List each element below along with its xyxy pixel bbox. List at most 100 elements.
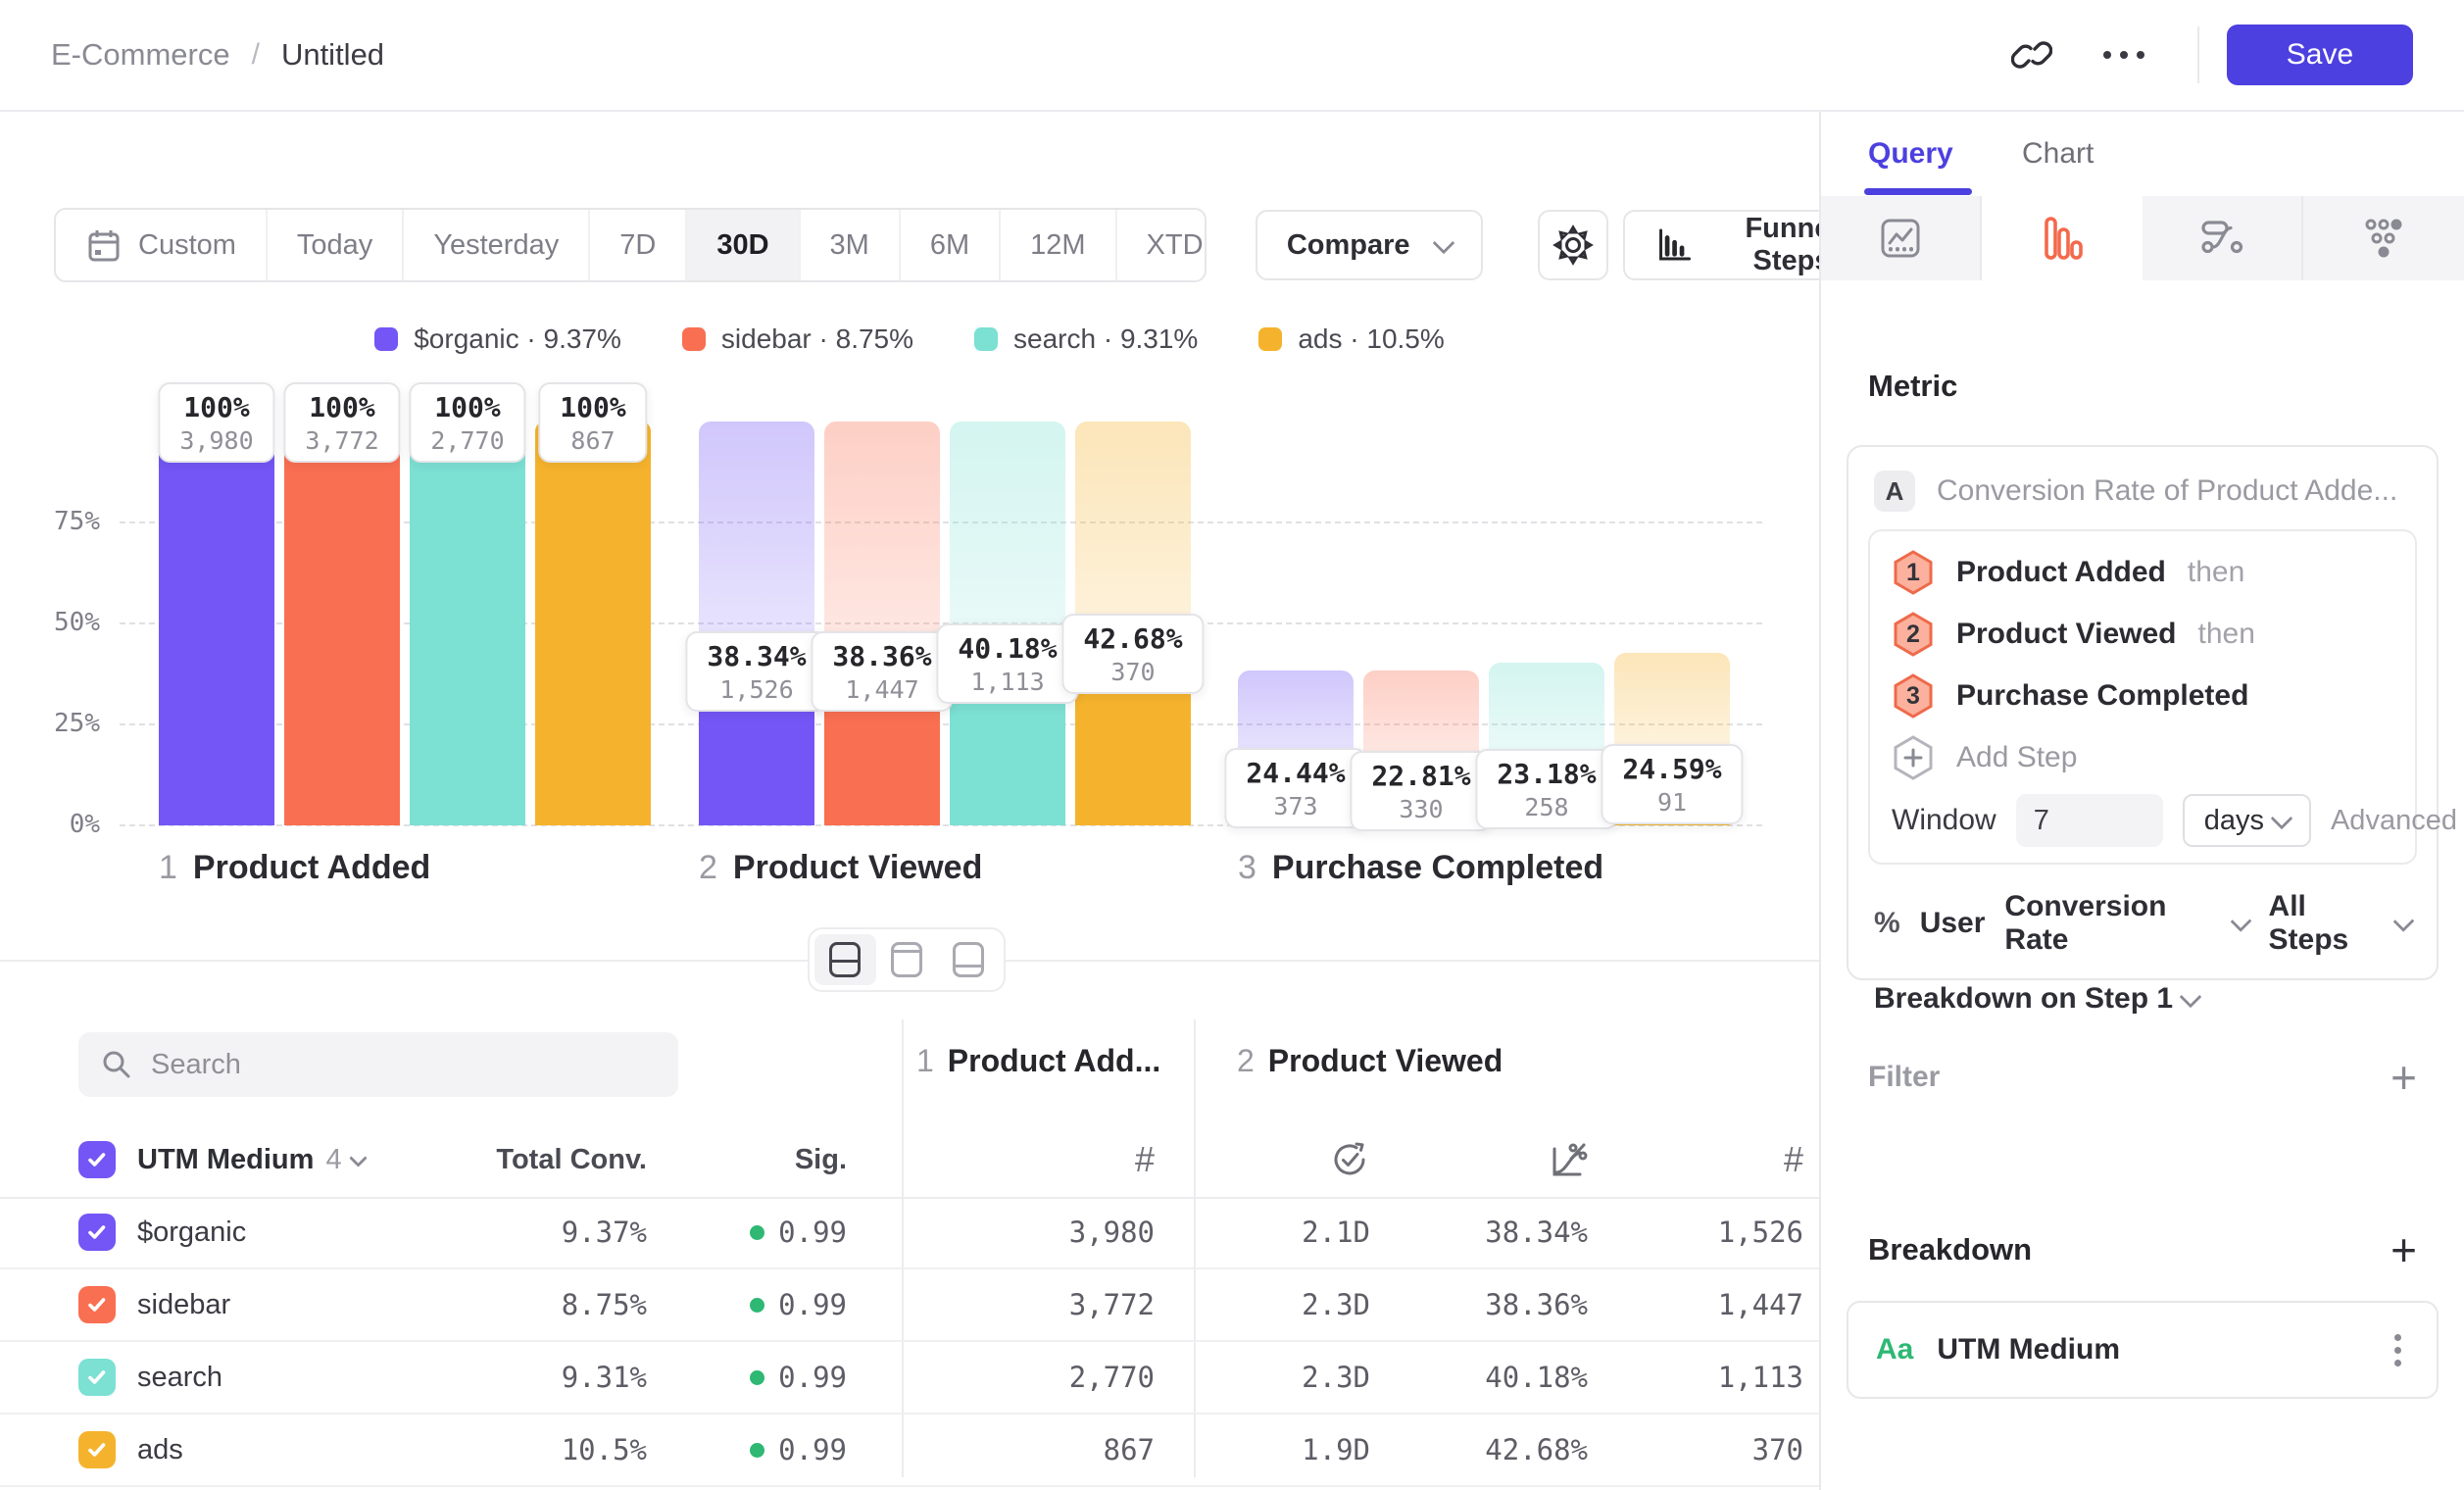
step2-count: 1,113 xyxy=(1647,1342,1803,1413)
legend-item-search[interactable]: search · 9.31% xyxy=(974,323,1198,355)
layout-table-only-button[interactable] xyxy=(937,934,999,985)
date-range-yesterday[interactable]: Yesterday xyxy=(402,210,588,280)
table-row-organic: $organic9.37%0.993,9802.1D38.34%1,526 xyxy=(0,1197,1819,1269)
sig-dot xyxy=(750,1370,764,1385)
tab-flows[interactable] xyxy=(2143,196,2303,280)
date-range-label: Yesterday xyxy=(433,229,559,262)
date-range-custom[interactable]: Custom xyxy=(56,210,266,280)
legend-item-ads[interactable]: ads · 10.5% xyxy=(1258,323,1444,355)
steps-scope-dropdown[interactable]: All Steps xyxy=(2269,890,2411,957)
step1-count: 2,770 xyxy=(968,1342,1155,1413)
step2-time: 2.1D xyxy=(1233,1197,1370,1267)
svg-text:1: 1 xyxy=(1906,559,1920,586)
insights-icon xyxy=(1878,216,1923,261)
step-number: 2 xyxy=(1237,1043,1255,1078)
counting-method-label[interactable]: User xyxy=(1920,907,1986,940)
step2-time-column-header[interactable] xyxy=(1284,1122,1370,1197)
advanced-dropdown[interactable]: Advanced xyxy=(2331,805,2464,837)
legend-item-sidebar[interactable]: sidebar · 8.75% xyxy=(682,323,913,355)
compare-button[interactable]: Compare xyxy=(1256,210,1483,280)
bar-count: 2,770 xyxy=(430,426,504,455)
date-range-30d[interactable]: 30D xyxy=(685,210,798,280)
add-breakdown-button[interactable]: + xyxy=(2390,1227,2417,1272)
query-step-1[interactable]: 1Product Addedthen xyxy=(1870,541,2415,603)
total-conv-value: 10.5% xyxy=(451,1415,647,1485)
row-checkbox[interactable] xyxy=(78,1359,116,1396)
table-row-ads: ads10.5%0.998671.9D42.68%370 xyxy=(0,1415,1819,1487)
bar-count: 91 xyxy=(1622,788,1721,817)
legend-item-organic[interactable]: $organic · 9.37% xyxy=(374,323,621,355)
date-range-xtd[interactable]: XTD xyxy=(1115,210,1207,280)
date-range-label: Custom xyxy=(138,229,236,262)
date-range-7d[interactable]: 7D xyxy=(588,210,685,280)
group-column-header[interactable]: UTM Medium 4 xyxy=(137,1122,365,1197)
metric-title: Conversion Rate of Product Adde... xyxy=(1937,474,2397,508)
layout-chart-only-button[interactable] xyxy=(876,934,938,985)
hash-icon: # xyxy=(1784,1139,1803,1180)
funnel-bar-organic-step1[interactable] xyxy=(159,422,274,825)
step1-count-column-header[interactable]: # xyxy=(1068,1122,1155,1197)
row-checkbox[interactable] xyxy=(78,1431,116,1468)
select-all-checkbox[interactable] xyxy=(78,1122,116,1197)
tab-insights[interactable] xyxy=(1821,196,1982,280)
query-panel: Query Chart xyxy=(1819,112,2464,1490)
query-step-3[interactable]: 3Purchase Completed xyxy=(1870,665,2415,726)
breadcrumb-report-title[interactable]: Untitled xyxy=(281,37,384,73)
add-filter-button[interactable]: + xyxy=(2390,1055,2417,1100)
date-range-12m[interactable]: 12M xyxy=(999,210,1114,280)
step2-rate-column-header[interactable] xyxy=(1502,1122,1588,1197)
total-conv-column-header[interactable]: Total Conv. xyxy=(451,1122,647,1197)
date-range-3m[interactable]: 3M xyxy=(799,210,899,280)
tab-funnels[interactable] xyxy=(1982,196,2143,280)
sig-dot xyxy=(750,1443,764,1458)
query-step-2[interactable]: 2Product Viewedthen xyxy=(1870,603,2415,665)
table-step1-header[interactable]: 1Product Add... xyxy=(916,1043,1160,1079)
tab-retention[interactable] xyxy=(2303,196,2464,280)
share-link-button[interactable] xyxy=(1986,34,2078,75)
more-options-button[interactable] xyxy=(2078,51,2170,59)
metric-title-row[interactable]: A Conversion Rate of Product Adde... xyxy=(1848,447,2437,529)
chart-toolbar: Custom Today Yesterday 7D 30D 3M6M12MXTD Comp… xyxy=(54,208,1947,282)
hash-icon: # xyxy=(1135,1139,1155,1180)
step1-count: 3,772 xyxy=(968,1269,1155,1340)
funnel-bar-ads-step1[interactable] xyxy=(535,422,651,825)
svg-text:2: 2 xyxy=(1906,621,1920,648)
row-checkbox[interactable] xyxy=(78,1214,116,1251)
breakdown-on-dropdown[interactable]: Breakdown on Step 1 xyxy=(1848,957,2437,1016)
retention-icon xyxy=(2361,216,2406,261)
date-range-label: 30D xyxy=(716,229,768,262)
report-type-tabs xyxy=(1821,196,2464,280)
chart-settings-button[interactable] xyxy=(1538,210,1608,280)
legend-label: sidebar · 8.75% xyxy=(721,323,913,355)
window-unit-dropdown[interactable]: days xyxy=(2183,794,2311,847)
compare-label: Compare xyxy=(1287,229,1410,262)
save-button[interactable]: Save xyxy=(2227,25,2413,85)
bar-pct: 24.59% xyxy=(1622,753,1721,785)
bar-count: 1,526 xyxy=(707,675,806,704)
gear-icon xyxy=(1552,224,1595,267)
measurement-row: % User Conversion Rate All Steps xyxy=(1848,865,2437,957)
layout-split-button[interactable] xyxy=(814,934,876,985)
date-range-today[interactable]: Today xyxy=(266,210,402,280)
kebab-menu-icon[interactable] xyxy=(2387,1326,2409,1374)
breakdown-property-card[interactable]: Aa UTM Medium xyxy=(1847,1301,2439,1399)
search-input[interactable] xyxy=(149,1048,657,1082)
tab-query[interactable]: Query xyxy=(1868,137,1953,171)
tab-chart[interactable]: Chart xyxy=(2022,137,2094,171)
sig-column-header[interactable]: Sig. xyxy=(708,1122,847,1197)
date-range-6m[interactable]: 6M xyxy=(899,210,999,280)
top-bar: E-Commerce / Untitled Save xyxy=(0,0,2464,112)
y-axis-tick: 75% xyxy=(0,507,100,536)
window-value-input[interactable] xyxy=(2016,794,2163,847)
funnel-bar-sidebar-step1[interactable] xyxy=(284,422,400,825)
filter-section-header: Filter + xyxy=(1868,1055,2417,1100)
table-step2-header[interactable]: 2Product Viewed xyxy=(1237,1043,1503,1079)
measurement-dropdown[interactable]: Conversion Rate xyxy=(2004,890,2248,957)
row-checkbox[interactable] xyxy=(78,1286,116,1323)
add-step-button[interactable]: Add Step xyxy=(1870,726,2415,788)
step2-count-column-header[interactable]: # xyxy=(1717,1122,1803,1197)
funnel-bar-search-step1[interactable] xyxy=(410,422,525,825)
breadcrumb-project[interactable]: E-Commerce xyxy=(51,37,230,73)
step2-time: 2.3D xyxy=(1233,1269,1370,1340)
step-name: Product Add... xyxy=(948,1043,1160,1078)
